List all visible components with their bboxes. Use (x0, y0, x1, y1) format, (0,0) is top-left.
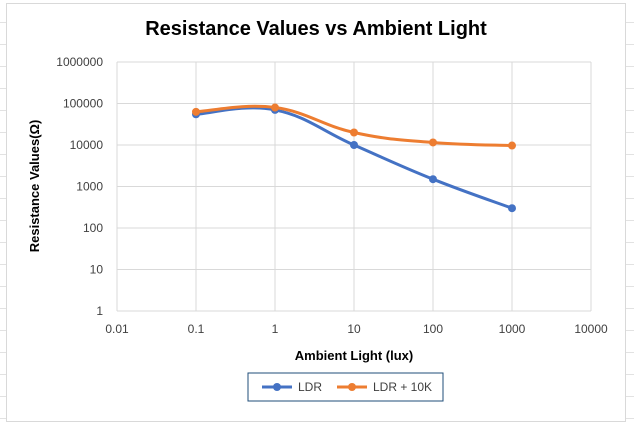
x-tick-label: 10000 (574, 322, 608, 336)
data-point-ldr-10k (429, 138, 437, 147)
y-tick-label: 1000 (76, 180, 103, 194)
data-point-ldr (508, 204, 516, 213)
series-layer (192, 103, 516, 213)
chart-title: Resistance Values vs Ambient Light (145, 18, 487, 40)
data-point-ldr-10k (192, 107, 200, 116)
legend-label: LDR (298, 380, 322, 394)
axis-tick-labels: 1 10 100 1000 10000 100000 1000000 0.01 0.1 1 10 10… (56, 55, 608, 336)
plot-gridlines (116, 61, 592, 312)
legend-item-ldr-10k: LDR + 10K (337, 380, 432, 394)
y-axis-title: Resistance Values(Ω) (27, 120, 42, 253)
x-tick-label: 1000 (499, 322, 526, 336)
y-tick-label: 1 (96, 304, 103, 318)
x-tick-label: 1 (272, 322, 279, 336)
x-tick-label: 100 (423, 322, 443, 336)
series-ldr-10k (192, 103, 516, 150)
y-tick-label: 100000 (63, 97, 103, 111)
legend-item-ldr: LDR (262, 380, 322, 394)
data-point-ldr-10k (350, 128, 358, 137)
x-tick-label: 0.01 (105, 322, 129, 336)
data-point-ldr (350, 141, 358, 149)
y-tick-label: 10 (90, 263, 104, 277)
y-tick-label: 100 (83, 221, 103, 235)
y-tick-label: 1000000 (56, 55, 103, 69)
data-point-ldr-10k (271, 103, 279, 112)
x-axis-title: Ambient Light (lux) (295, 348, 413, 363)
data-point-ldr-10k (508, 141, 516, 150)
x-tick-label: 10 (347, 322, 361, 336)
y-tick-label: 10000 (70, 138, 104, 152)
legend-swatch-marker (273, 383, 281, 391)
legend-label: LDR + 10K (373, 380, 432, 394)
x-tick-label: 0.1 (188, 322, 205, 336)
legend-swatch-marker (348, 383, 356, 391)
data-point-ldr (429, 175, 437, 184)
legend: LDR LDR + 10K (247, 372, 444, 402)
chart-area[interactable] (6, 3, 626, 422)
